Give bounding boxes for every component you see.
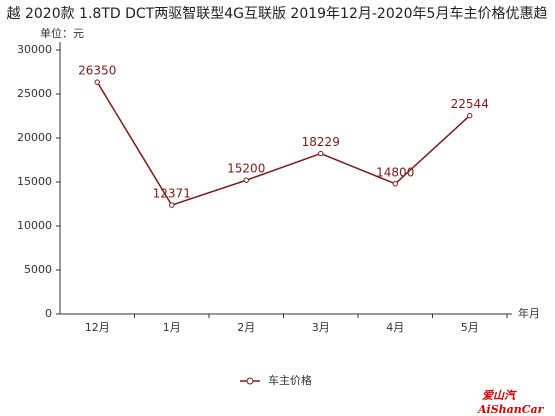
y-tick-label: 15000 (17, 175, 52, 188)
legend-label: 车主价格 (268, 373, 312, 387)
y-tick-label: 0 (45, 307, 52, 320)
point (169, 202, 175, 208)
y-tick-label: 10000 (17, 219, 52, 232)
value-label: 14800 (376, 165, 414, 179)
y-tick-label: 30000 (17, 43, 52, 56)
watermark: 爱山汽 (482, 389, 517, 402)
x-tick-label: 4月 (386, 321, 404, 334)
x-tick-label: 12月 (85, 321, 110, 334)
chart-title: 越 2020款 1.8TD DCT两驱智联型4G互联版 2019年12月-202… (7, 5, 548, 22)
value-label: 22544 (451, 97, 489, 111)
point (94, 79, 100, 85)
value-label: 12371 (153, 187, 191, 201)
point (243, 177, 249, 183)
value-label: 26350 (78, 64, 116, 78)
y-axis-label: 单位：元 (40, 26, 84, 40)
point (467, 112, 473, 119)
x-axis-label: 年月 (518, 306, 540, 320)
x-tick-label: 2月 (237, 321, 255, 334)
watermark: AiShanCar (477, 403, 545, 416)
x-tick-label: 1月 (163, 321, 181, 334)
y-tick-label: 5000 (24, 263, 52, 276)
value-label: 18229 (302, 135, 340, 149)
x-tick-label: 5月 (461, 321, 479, 334)
point (392, 181, 398, 187)
x-tick-label: 3月 (312, 321, 330, 334)
point (318, 150, 324, 157)
value-label: 15200 (227, 162, 265, 176)
y-tick-label: 25000 (17, 87, 52, 100)
line (96, 81, 471, 207)
y-tick-label: 20000 (17, 131, 52, 144)
legend-marker (246, 377, 254, 385)
